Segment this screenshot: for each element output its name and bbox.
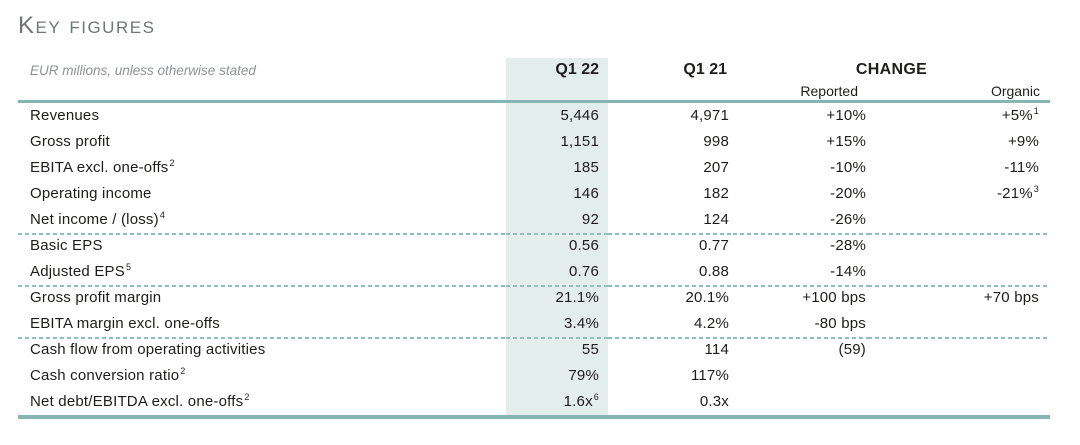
cell-reported: +15% xyxy=(826,133,866,150)
cell-organic xyxy=(868,233,1050,259)
cell-q122: 3.4% xyxy=(506,311,608,337)
cell-organic xyxy=(868,389,1050,415)
footnote-marker: 2 xyxy=(180,366,186,376)
cell-organic xyxy=(868,259,1050,285)
cell-q122: 146 xyxy=(506,181,608,207)
cell-label: Cash conversion ratio2 xyxy=(30,366,186,385)
cell-reported: -14% xyxy=(830,263,866,280)
cell-q121: 4.2% xyxy=(694,315,729,332)
footnote-marker: 2 xyxy=(169,158,175,168)
cell-reported: +100 bps xyxy=(733,285,868,311)
col-header-change: CHANGE xyxy=(855,61,928,78)
cell-q122: 185 xyxy=(506,155,608,181)
cell-reported: +10% xyxy=(826,107,866,124)
cell-label: EBITA excl. one-offs2 xyxy=(30,158,175,177)
footnote-marker: 2 xyxy=(244,392,250,402)
footnote-marker: 5 xyxy=(125,262,132,272)
cell-label: Gross profit xyxy=(30,133,110,150)
footnote-marker: 4 xyxy=(159,210,166,220)
cell-q121: 207 xyxy=(703,159,729,176)
footnote-marker: 3 xyxy=(1033,184,1039,194)
cell-q121: 0.3x xyxy=(699,393,729,410)
cell-reported: (59) xyxy=(733,337,868,363)
cell-q121: 117% xyxy=(690,367,729,384)
cell-label: Revenues xyxy=(30,107,100,124)
cell-reported xyxy=(733,389,868,415)
table-header: EUR millions, unless otherwise stated Q1… xyxy=(18,58,1050,103)
cell-organic xyxy=(868,363,1050,389)
cell-reported: -80 bps xyxy=(814,315,866,332)
cell-label: Net debt/EBITDA excl. one-offs2 xyxy=(30,392,250,411)
unit-note: EUR millions, unless otherwise stated xyxy=(30,63,256,78)
cell-q122: 92 xyxy=(506,207,608,233)
cell-organic xyxy=(868,311,1050,337)
footnote-marker: 6 xyxy=(593,392,599,402)
cell-q121: 114 xyxy=(608,337,733,363)
cell-label: Gross profit margin xyxy=(18,285,506,311)
col-header-q1-22: Q1 22 xyxy=(506,58,608,100)
cell-label: Basic EPS xyxy=(18,233,506,259)
page-title: Key figures xyxy=(18,12,156,39)
cell-q122: 21.1% xyxy=(506,285,608,311)
cell-organic: +5%1 xyxy=(1001,106,1039,125)
cell-q122: 0.56 xyxy=(506,233,608,259)
col-header-q1-22-label: Q1 22 xyxy=(555,61,599,78)
cell-q121: 4,971 xyxy=(690,107,729,124)
cell-q122: 79% xyxy=(506,363,608,389)
cell-organic xyxy=(868,337,1050,363)
cell-q122: 5,446 xyxy=(506,103,608,129)
cell-q121: 0.88 xyxy=(699,263,729,280)
table-rows: Revenues 5,446 4,971 +10% +5%1 Gross profit 1,… xyxy=(18,103,1050,419)
cell-reported: -20% xyxy=(830,185,866,202)
cell-q121: 998 xyxy=(703,133,729,150)
col-header-organic: Organic xyxy=(990,83,1040,99)
cell-label: Operating income xyxy=(30,185,152,202)
cell-organic: +70 bps xyxy=(868,285,1050,311)
key-figures-table: EUR millions, unless otherwise stated Q1… xyxy=(18,58,1050,419)
cell-q122: 1,151 xyxy=(506,129,608,155)
cell-label: Cash flow from operating activities xyxy=(18,337,506,363)
col-header-q1-21: Q1 21 xyxy=(683,61,727,78)
cell-q122: 0.76 xyxy=(506,259,608,285)
footnote-marker: 1 xyxy=(1033,106,1039,116)
cell-q121: 0.77 xyxy=(608,233,733,259)
cell-reported: -28% xyxy=(733,233,868,259)
cell-q122: 55 xyxy=(506,337,608,363)
cell-q121: 124 xyxy=(703,211,729,228)
cell-organic: -21%3 xyxy=(996,184,1039,203)
cell-label: Net income / (loss)4 xyxy=(30,210,166,229)
cell-organic: +9% xyxy=(1007,133,1039,150)
cell-q122: 1.6x6 xyxy=(506,389,608,415)
cell-label: EBITA margin excl. one-offs xyxy=(30,315,220,332)
cell-q121: 182 xyxy=(703,185,729,202)
col-header-reported: Reported xyxy=(800,83,858,99)
cell-reported: -10% xyxy=(830,159,866,176)
cell-q121: 20.1% xyxy=(608,285,733,311)
cell-organic xyxy=(868,207,1050,233)
cell-label: Adjusted EPS5 xyxy=(30,262,132,281)
cell-reported xyxy=(733,363,868,389)
cell-reported: -26% xyxy=(830,211,866,228)
cell-organic: -11% xyxy=(1004,159,1039,176)
